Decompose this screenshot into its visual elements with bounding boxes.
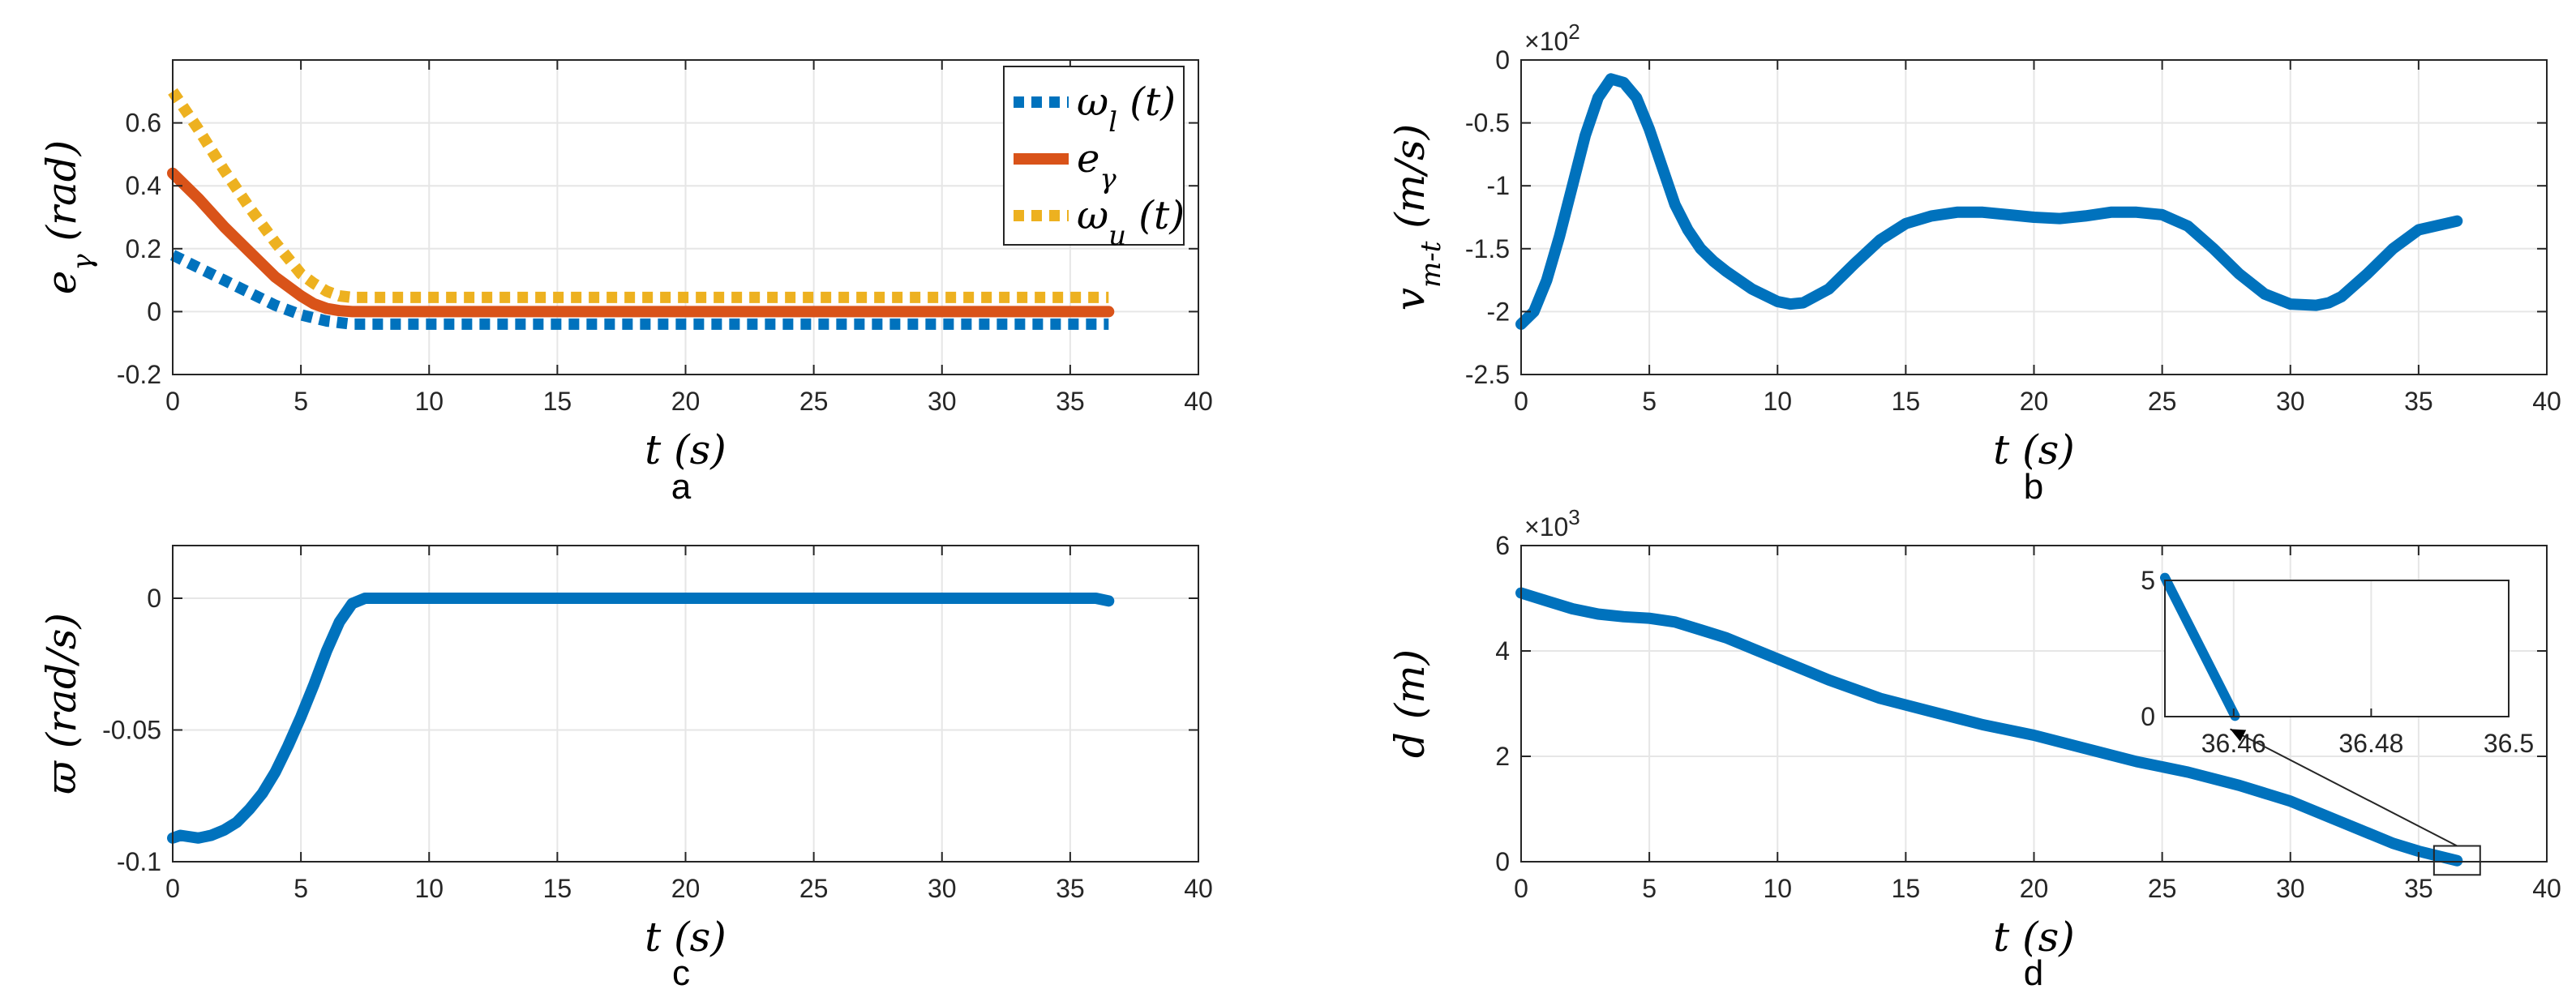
x-tick-label: 0 — [165, 874, 180, 903]
x-tick-label: 25 — [2148, 387, 2177, 416]
x-tick-label: 10 — [1763, 387, 1792, 416]
zoom-connector — [2230, 728, 2458, 847]
axis-exponent: ×103 — [1524, 505, 1580, 542]
subfigure-label: a — [671, 467, 692, 507]
zoom-arrow-head — [2230, 729, 2247, 742]
y-axis-label: vm-t (m/s) — [1387, 124, 1447, 310]
x-tick-label: 20 — [2020, 387, 2049, 416]
inset-x-tick-label: 36.5 — [2484, 729, 2534, 758]
y-tick-label: -0.2 — [117, 360, 161, 389]
y-tick-label: -0.5 — [1465, 109, 1510, 138]
y-axis-label: d (m) — [1387, 649, 1434, 758]
y-tick-label: 0 — [1495, 847, 1510, 876]
inset-x-tick-label: 36.48 — [2338, 729, 2403, 758]
x-tick-label: 5 — [294, 387, 308, 416]
x-tick-label: 35 — [1056, 387, 1085, 416]
series-line-0 — [1515, 587, 2463, 867]
x-tick-label: 40 — [1184, 387, 1213, 416]
x-tick-label: 35 — [2404, 874, 2433, 903]
x-axis-label: t (s) — [645, 426, 727, 473]
inset-area — [2165, 580, 2509, 717]
y-tick-label: 0.6 — [126, 109, 161, 138]
x-tick-label: 15 — [1892, 874, 1921, 903]
x-tick-label: 0 — [1514, 387, 1528, 416]
x-tick-label: 0 — [1514, 874, 1528, 903]
chart-panel-c: 0 5 10 15 20 25 30 35 40 -0.1 -0.05 0 t (s) ϖ (rad/s)… — [38, 545, 1213, 993]
x-tick-label: 30 — [928, 387, 957, 416]
y-tick-label: 2 — [1495, 742, 1510, 771]
x-tick-label: 10 — [414, 387, 444, 416]
legend-label-1: eγ — [1077, 136, 1117, 195]
x-tick-label: 30 — [2276, 387, 2305, 416]
x-tick-label: 40 — [1184, 874, 1213, 903]
inset-series-line — [2160, 572, 2240, 721]
exponent-power: 2 — [1568, 19, 1579, 44]
x-tick-label: 15 — [1892, 387, 1921, 416]
y-tick-label: -1.5 — [1465, 234, 1510, 263]
exponent-base: ×10 — [1524, 27, 1568, 56]
series-line-0 — [1515, 73, 2463, 330]
x-tick-label: 25 — [799, 874, 829, 903]
inset-x-tick-label: 36.46 — [2201, 729, 2266, 758]
x-tick-label: 20 — [2020, 874, 2049, 903]
legend-label-2: ωu (t) — [1077, 193, 1185, 252]
x-tick-label: 30 — [928, 874, 957, 903]
x-tick-label: 10 — [414, 874, 444, 903]
axis-exponent: ×102 — [1524, 19, 1580, 56]
y-tick-label: 6 — [1495, 531, 1510, 560]
x-axis-label: t (s) — [1993, 426, 2075, 473]
x-tick-label: 20 — [671, 874, 701, 903]
y-tick-label: -2 — [1487, 297, 1510, 326]
subfigure-label: d — [2024, 953, 2043, 993]
x-tick-label: 5 — [294, 874, 308, 903]
x-tick-label: 25 — [2148, 874, 2177, 903]
x-tick-label: 5 — [1642, 387, 1657, 416]
subfigure-label: b — [2024, 467, 2043, 507]
series-line-0 — [169, 250, 1109, 330]
x-tick-label: 20 — [671, 387, 701, 416]
series-line-0 — [167, 593, 1115, 844]
exponent-base: ×10 — [1524, 512, 1568, 542]
y-tick-label: 0 — [1495, 45, 1510, 75]
x-axis-label: t (s) — [1993, 914, 2075, 961]
y-tick-label: -0.05 — [102, 716, 161, 745]
chart-panel-b: 0 5 10 15 20 25 30 35 40 -2.5 -2 -1.5 -1 -0.5 0 ×102 t (… — [1387, 19, 2561, 507]
x-tick-label: 30 — [2276, 874, 2305, 903]
exponent-power: 3 — [1568, 505, 1579, 529]
inset-y-tick-label: 0 — [2141, 702, 2155, 731]
x-tick-label: 10 — [1763, 874, 1792, 903]
inset-y-tick-label: 5 — [2141, 566, 2155, 595]
y-tick-label: -2.5 — [1465, 360, 1510, 389]
inset-plot: 36.46 36.48 36.5 0 5 — [2141, 566, 2534, 876]
y-tick-label: -0.1 — [117, 847, 161, 876]
x-tick-label: 35 — [1056, 874, 1085, 903]
x-tick-label: 5 — [1642, 874, 1657, 903]
x-axis-label: t (s) — [645, 914, 727, 961]
chart-panel-a: 0 5 10 15 20 25 30 35 40-0.200.20.40.6t (s)eγ (r… — [38, 59, 1213, 507]
x-tick-label: 15 — [543, 387, 572, 416]
series-line-2 — [168, 88, 1109, 303]
y-axis-label: eγ (rad) — [38, 140, 99, 295]
x-tick-label: 40 — [2532, 874, 2561, 903]
legend-label-0: ωl (t) — [1077, 79, 1176, 139]
y-tick-label: 0.4 — [126, 171, 161, 200]
x-tick-label: 40 — [2532, 387, 2561, 416]
y-axis-label: ϖ (rad/s) — [38, 613, 85, 794]
x-tick-label: 25 — [799, 387, 829, 416]
series-line-1 — [167, 167, 1115, 318]
subfigure-label: c — [672, 953, 690, 993]
y-tick-label: 0 — [147, 297, 161, 326]
y-tick-label: -1 — [1487, 171, 1510, 200]
y-tick-label: 4 — [1495, 636, 1510, 666]
y-tick-label: 0.2 — [126, 234, 161, 263]
inset-box — [2164, 580, 2510, 717]
x-tick-label: 35 — [2404, 387, 2433, 416]
y-tick-label: 0 — [147, 584, 161, 613]
x-tick-label: 15 — [543, 874, 572, 903]
x-tick-label: 0 — [165, 387, 180, 416]
